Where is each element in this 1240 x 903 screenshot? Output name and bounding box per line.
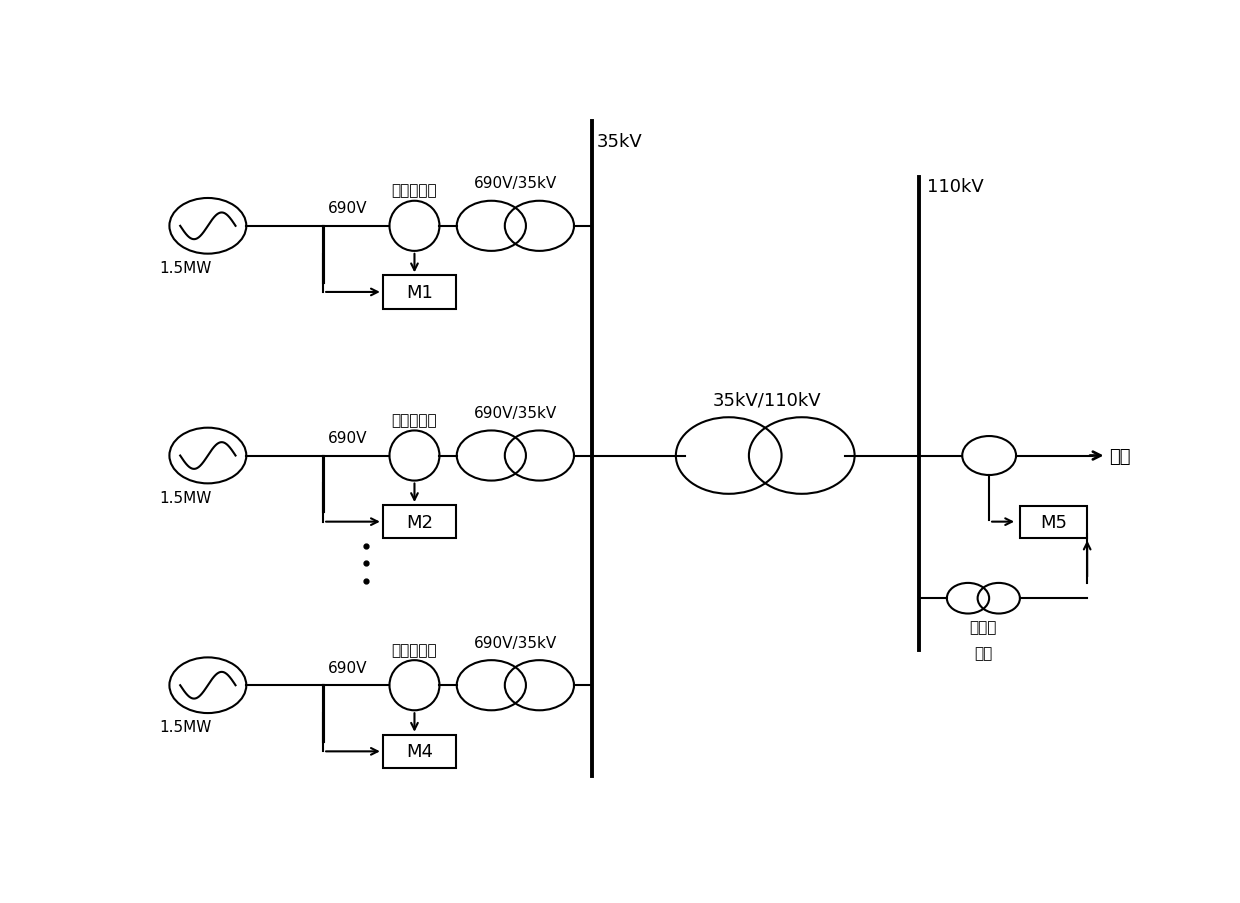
Text: 690V/35kV: 690V/35kV bbox=[474, 405, 557, 421]
Text: 690V/35kV: 690V/35kV bbox=[474, 176, 557, 191]
Text: 690V: 690V bbox=[327, 201, 367, 216]
Text: 35kV: 35kV bbox=[596, 133, 642, 151]
Text: M1: M1 bbox=[405, 284, 433, 302]
Text: 690V: 690V bbox=[327, 431, 367, 445]
Text: M4: M4 bbox=[405, 742, 433, 760]
Text: 690V/35kV: 690V/35kV bbox=[474, 635, 557, 650]
Text: 感器: 感器 bbox=[975, 646, 992, 661]
Text: 690V: 690V bbox=[327, 660, 367, 675]
Text: 电压互: 电压互 bbox=[970, 619, 997, 635]
Text: 1.5MW: 1.5MW bbox=[160, 490, 212, 505]
Bar bbox=[383, 506, 456, 539]
Text: 电流互感器: 电流互感器 bbox=[392, 183, 438, 198]
Text: M5: M5 bbox=[1040, 513, 1068, 531]
Text: 1.5MW: 1.5MW bbox=[160, 261, 212, 275]
Text: 110kV: 110kV bbox=[926, 178, 983, 196]
Text: 电流互感器: 电流互感器 bbox=[392, 642, 438, 657]
Text: 并网: 并网 bbox=[1110, 447, 1131, 465]
Text: M2: M2 bbox=[405, 513, 433, 531]
Text: 1.5MW: 1.5MW bbox=[160, 720, 212, 735]
Text: 电流互感器: 电流互感器 bbox=[392, 413, 438, 427]
Bar bbox=[1019, 506, 1087, 538]
Text: 35kV/110kV: 35kV/110kV bbox=[712, 391, 821, 409]
Bar bbox=[383, 735, 456, 768]
Bar bbox=[383, 276, 456, 310]
